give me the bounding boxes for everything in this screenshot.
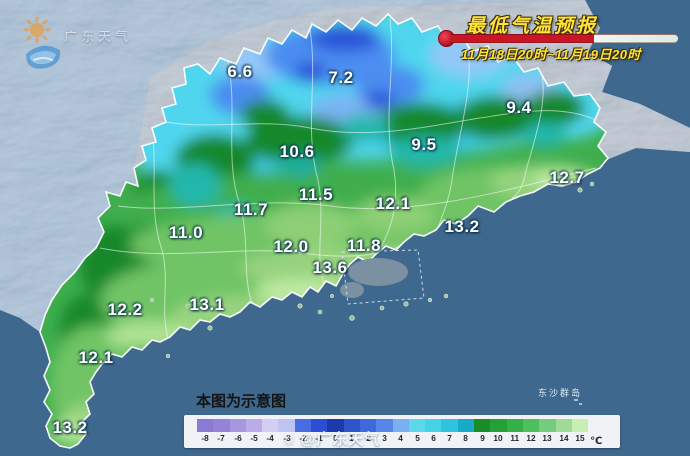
forecast-title: 最低气温预报 <box>466 16 599 37</box>
legend-swatch <box>539 419 556 432</box>
legend-stop: 13 <box>539 419 556 444</box>
legend-tick: -8 <box>201 433 209 443</box>
legend-swatch <box>392 419 409 432</box>
legend-tick: 6 <box>430 433 436 443</box>
legend-swatch <box>490 419 507 432</box>
weibo-watermark: ☼ @广东天气 <box>281 428 380 449</box>
legend-stop: -1 <box>311 419 328 444</box>
legend-swatch <box>327 419 344 432</box>
thermometer-tube <box>451 34 678 43</box>
hongkong-area <box>340 249 425 305</box>
legend-stop: 0 <box>327 419 344 444</box>
legend-tick: -3 <box>282 433 291 443</box>
legend-stop: -2 <box>294 419 312 444</box>
dongsha-island-marker <box>579 403 582 405</box>
legend-tick: 8 <box>463 433 469 443</box>
legend-tick: -2 <box>299 433 307 443</box>
legend-swatch <box>311 419 328 432</box>
province-border <box>39 12 610 449</box>
forecast-period: 11月18日20时~11月19日20时 <box>461 47 641 62</box>
legend-unit: ℃ <box>590 436 603 447</box>
legend-tick: 13 <box>542 433 552 443</box>
legend-stop: -4 <box>262 419 279 444</box>
legend-stop: 2 <box>359 419 377 444</box>
legend-tick: 3 <box>382 433 387 443</box>
dongsha-islands-label: 东沙群岛 <box>538 388 583 398</box>
legend-tick: 5 <box>414 433 420 443</box>
legend-swatch <box>555 419 572 432</box>
legend-stop: -8 <box>197 419 214 444</box>
city-boundaries <box>99 17 597 339</box>
legend-swatch <box>506 419 523 432</box>
legend-swatch <box>457 419 475 432</box>
legend-swatch <box>294 419 312 432</box>
brand-name: 广东天气 <box>64 29 133 44</box>
watermark-handle: @广东天气 <box>300 431 381 448</box>
temperature-legend: -8 -7 -6 -5 -4 -3 -2 -1 0 1 2 3 4 5 6 7 8 9 10 11 12 13 14 15 ℃ <box>184 415 620 448</box>
legend-stop: 1 <box>343 419 360 444</box>
legend-stop: 3 <box>376 419 393 444</box>
legend-tick: 4 <box>398 433 404 443</box>
legend-swatch <box>343 419 360 432</box>
legend-stop: -3 <box>278 419 295 444</box>
legend-swatch <box>376 419 393 432</box>
legend-tick: 0 <box>333 433 338 443</box>
legend-tick: 15 <box>575 433 585 443</box>
legend-swatch <box>278 419 295 432</box>
map-disclaimer-note: 本图为示意图 <box>196 393 287 410</box>
legend-stop: 5 <box>408 419 426 444</box>
legend-swatch <box>571 419 589 432</box>
legend-stop: -6 <box>229 419 246 444</box>
legend-swatch <box>359 419 377 432</box>
legend-stop: 8 <box>457 419 475 444</box>
legend-tick: -7 <box>217 433 226 443</box>
sun-icon: ☼ <box>281 429 298 448</box>
legend-tick: 14 <box>559 433 569 443</box>
legend-swatch <box>474 419 491 432</box>
legend-tick: 1 <box>349 433 355 443</box>
thermometer-icon <box>438 29 678 47</box>
legend-tick: 2 <box>365 433 371 443</box>
legend-swatch <box>245 419 263 432</box>
legend-swatch <box>229 419 246 432</box>
legend-stop: 11 <box>506 419 523 444</box>
legend-tick: -6 <box>234 433 242 443</box>
legend-stop: -7 <box>213 419 230 444</box>
legend-tick: 11 <box>510 433 520 443</box>
legend-swatch <box>441 419 458 432</box>
legend-tick: 10 <box>493 433 504 443</box>
legend-swatch <box>197 419 214 432</box>
legend-stop: 10 <box>490 419 507 444</box>
legend-swatch <box>262 419 279 432</box>
island-dots <box>150 181 595 359</box>
legend-stop: -5 <box>245 419 263 444</box>
legend-stop: 9 <box>474 419 491 444</box>
legend-tick: -1 <box>315 433 323 443</box>
legend-stop: 7 <box>441 419 458 444</box>
legend-stop: 12 <box>522 419 540 444</box>
legend-tick: 12 <box>526 433 536 443</box>
legend-tick: -5 <box>250 433 258 443</box>
legend-stop: 6 <box>425 419 442 444</box>
legend-swatch <box>522 419 540 432</box>
legend-color-scale: -8 -7 -6 -5 -4 -3 -2 -1 0 1 2 3 4 5 6 7 8 9 10 11 12 13 14 15 <box>197 419 589 444</box>
legend-stop: 4 <box>392 419 409 444</box>
legend-swatch <box>408 419 426 432</box>
legend-swatch <box>425 419 442 432</box>
legend-tick: 9 <box>479 433 485 443</box>
dongsha-island-marker <box>574 399 578 401</box>
legend-stop: 14 <box>555 419 572 444</box>
legend-tick: 7 <box>447 433 452 443</box>
legend-tick: -4 <box>266 433 275 443</box>
legend-stop: 15 <box>571 419 589 444</box>
legend-swatch <box>213 419 230 432</box>
